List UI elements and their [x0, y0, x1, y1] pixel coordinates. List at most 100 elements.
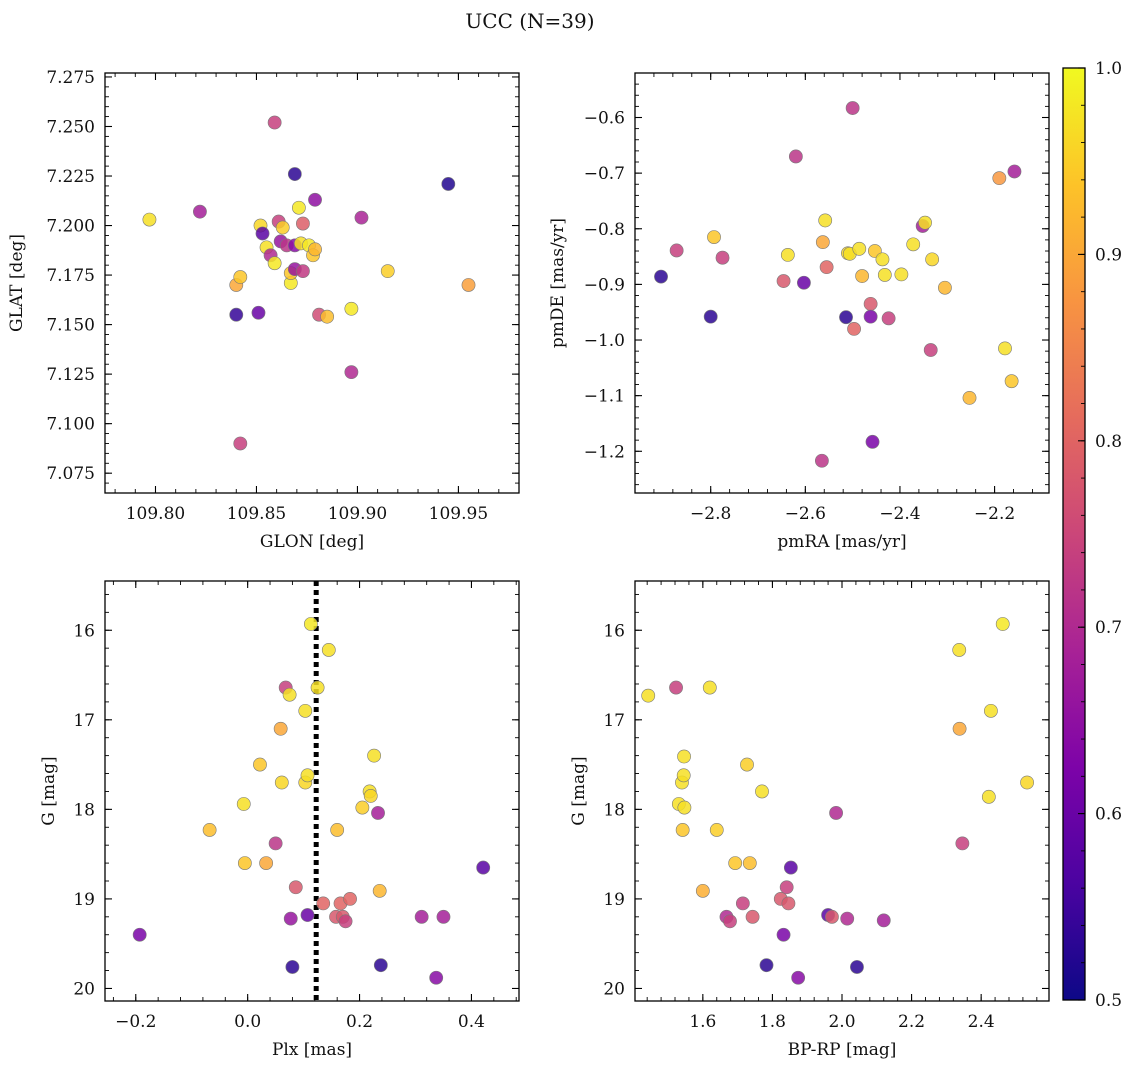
plx-g-point: [367, 748, 381, 763]
pm-point: [877, 268, 892, 282]
pm-xtick-label: −2.6: [785, 504, 826, 524]
cmd-point: [781, 896, 796, 911]
pm-point: [938, 280, 952, 295]
sky-point: [229, 307, 244, 322]
pm-point: [863, 296, 878, 311]
plx-g-point: [253, 757, 267, 772]
plx-g-point: [282, 687, 297, 702]
cmd-point: [677, 749, 691, 764]
pm-point: [918, 215, 932, 230]
pm-point: [855, 269, 870, 283]
sky-point: [233, 270, 248, 284]
cmd-point: [783, 860, 798, 875]
plx-g-point: [300, 768, 315, 783]
plx-g-point: [429, 970, 444, 985]
cmd-point: [669, 680, 683, 695]
plx-g-point: [476, 860, 491, 875]
sky-point: [354, 210, 369, 225]
plx-g-point: [436, 909, 451, 924]
pm-point: [1007, 164, 1022, 179]
sky-point: [380, 264, 395, 279]
pm-point: [962, 390, 977, 405]
plx-g-points: [132, 581, 491, 1001]
cmd-xlabel: BP-RP [mag]: [788, 1040, 897, 1060]
pm-point: [865, 434, 880, 449]
pm-point: [715, 250, 730, 265]
pm-point: [998, 341, 1012, 356]
pm-xlabel: pmRA [mas/yr]: [777, 532, 906, 552]
pm-xtick-label: −2.8: [690, 504, 731, 524]
plx-g-xlabel: Plx [mas]: [272, 1040, 352, 1060]
cmd-point: [952, 643, 967, 657]
plx-g-point: [298, 703, 313, 718]
pm-xtick-label: −2.4: [879, 504, 920, 524]
pm-ytick-label: −1.2: [584, 442, 625, 462]
pm-point: [925, 252, 940, 267]
pm-point: [814, 453, 829, 468]
sky-point: [255, 226, 270, 241]
cmd-xtick-label: 1.8: [759, 1012, 786, 1032]
cmd-ytick-label: 17: [603, 711, 625, 731]
panel-pm: −2.8 −2.6 −2.4 −2.2 −1.2 −1.1 −1.0 −0.9 −0.8 −0.7…: [548, 72, 1050, 552]
pm-point: [776, 274, 791, 288]
sky-points: [142, 115, 476, 451]
cmd-point: [776, 927, 791, 942]
panel-cmd: 1.6 1.8 2.0 2.2 2.4 16 17 18 19 20 BP-RP [mag] G …: [569, 580, 1050, 1060]
pm-ytick-label: −1.0: [584, 331, 625, 351]
plx-g-point: [414, 909, 429, 924]
cmd-point: [676, 768, 691, 783]
cmd-point: [675, 823, 690, 837]
cmd-point: [876, 913, 891, 928]
cmd-point: [995, 617, 1010, 631]
plx-g-point: [288, 880, 303, 895]
colorbar-tick-label: 0.6: [1095, 805, 1122, 825]
sky-ytick-label: 7.075: [46, 464, 95, 484]
sky-point: [296, 216, 310, 231]
pm-ytick-label: −0.7: [584, 164, 625, 184]
sky-ytick-label: 7.175: [46, 266, 95, 286]
cmd-point: [984, 703, 998, 718]
plx-g-point: [236, 797, 251, 811]
plx-g-axes-frame: [104, 580, 520, 1002]
cmd-point: [850, 960, 864, 974]
colorbar-tick-label: 0.8: [1095, 432, 1122, 452]
sky-point: [344, 301, 359, 316]
cmd-point: [952, 721, 967, 736]
sky-point: [142, 212, 157, 227]
sky-xtick-label: 109.90: [328, 504, 387, 524]
plx-g-point: [268, 836, 283, 851]
cmd-xtick-label: 2.0: [828, 1012, 855, 1032]
pm-ytick-label: −1.1: [584, 387, 625, 407]
cmd-xtick-label: 2.4: [968, 1012, 995, 1032]
pm-point: [797, 275, 811, 290]
plx-g-ytick-label: 19: [73, 890, 95, 910]
pm-point: [780, 248, 795, 262]
sky-point: [275, 220, 290, 235]
pm-ytick-label: −0.8: [584, 220, 625, 240]
plx-g-point: [273, 721, 288, 736]
plx-g-point: [316, 896, 331, 911]
plx-g-ticks: −0.2 0.0 0.2 0.4 16 17 18 19 20: [73, 581, 519, 1032]
pm-point: [894, 267, 909, 282]
plx-g-point: [310, 680, 325, 695]
sky-point: [233, 436, 248, 451]
cmd-ytick-label: 16: [603, 621, 625, 641]
cmd-point: [702, 680, 717, 695]
cmd-point: [695, 883, 710, 898]
sky-xtick-label: 109.85: [227, 504, 286, 524]
pm-point: [669, 243, 684, 258]
plx-g-ylabel: G [mag]: [39, 756, 59, 825]
cmd-point: [791, 970, 806, 985]
cmd-xtick-label: 2.2: [898, 1012, 925, 1032]
cmd-point: [755, 784, 769, 799]
cmd-ytick-label: 18: [603, 800, 625, 820]
cmd-ylabel: G [mag]: [569, 756, 589, 825]
sky-point: [308, 242, 322, 257]
cmd-point: [1020, 775, 1034, 790]
cmd-point: [742, 856, 757, 870]
plx-g-ytick-label: 17: [73, 711, 95, 731]
sky-point: [320, 309, 335, 324]
pm-point: [1004, 374, 1019, 389]
plx-g-point: [237, 856, 252, 870]
plx-g-point: [372, 883, 387, 898]
